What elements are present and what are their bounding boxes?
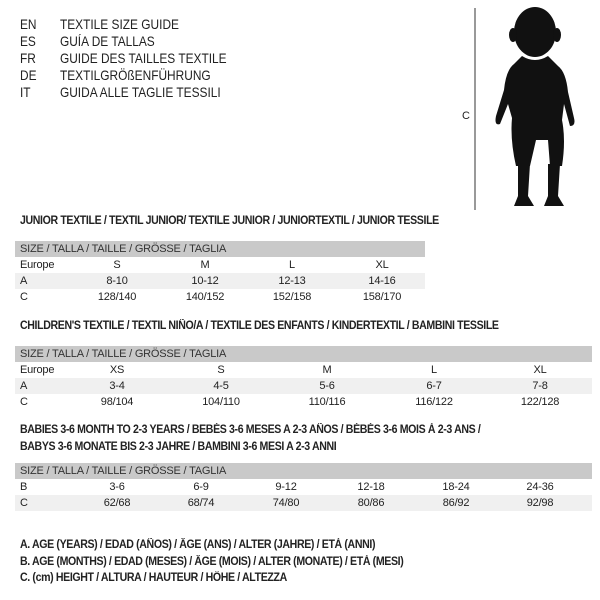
table-row: Europe S M L XL (15, 257, 425, 273)
language-line-de: DE TEXTILGRÖßENFÜHRUNG (20, 67, 211, 83)
row-label: Europe (20, 259, 55, 271)
legend-a: A. AGE (YEARS) / EDAD (AÑOS) / ÂGE (ANS)… (20, 539, 376, 551)
babies-heading-line1: BABIES 3-6 MONTH TO 2-3 YEARS / BEBÉS 3-… (20, 424, 481, 436)
table-row: C 62/68 68/74 74/80 80/86 86/92 92/98 (15, 495, 592, 511)
table-cell: 6-9 (193, 481, 209, 493)
table-cell: 140/152 (185, 291, 225, 303)
table-cell: 5-6 (319, 380, 335, 392)
table-cell: M (200, 259, 210, 271)
row-label: C (20, 497, 28, 509)
table-row: A 8-10 10-12 12-13 14-16 (15, 273, 425, 289)
language-title: GUÍA DE TALLAS (59, 33, 155, 49)
language-code: FR (20, 50, 36, 66)
table-cell: 104/110 (202, 396, 240, 408)
language-line-fr: FR GUIDE DES TAILLES TEXTILE (20, 50, 227, 66)
children-heading: CHILDREN'S TEXTILE / TEXTIL NIÑO/A / TEX… (20, 320, 499, 332)
junior-size-table: SIZE / TALLA / TAILLE / GRÖSSE / TAGLIA E… (15, 241, 425, 305)
table-cell: 10-12 (191, 275, 219, 287)
language-title: GUIDE DES TAILLES TEXTILE (59, 50, 227, 66)
child-height-figure: C (462, 0, 600, 212)
table-cell: XL (375, 259, 389, 271)
table-row: B 3-6 6-9 9-12 12-18 18-24 24-36 (15, 479, 592, 495)
table-header: SIZE / TALLA / TAILLE / GRÖSSE / TAGLIA (15, 241, 425, 257)
language-title: GUIDA ALLE TAGLIE TESSILI (59, 84, 221, 100)
table-cell: 86/92 (442, 497, 470, 509)
table-cell: 128/140 (97, 291, 137, 303)
language-code: IT (20, 84, 31, 100)
table-cell: 158/170 (362, 291, 402, 303)
children-size-table: SIZE / TALLA / TAILLE / GRÖSSE / TAGLIA E… (15, 346, 592, 410)
language-code: EN (20, 16, 37, 32)
babies-size-table: SIZE / TALLA / TAILLE / GRÖSSE / TAGLIA B… (15, 463, 592, 511)
language-line-it: IT GUIDA ALLE TAGLIE TESSILI (20, 84, 221, 100)
table-cell: S (217, 364, 225, 376)
table-cell: 68/74 (187, 497, 215, 509)
row-label: Europe (20, 364, 55, 376)
table-cell: S (113, 259, 121, 271)
table-cell: L (431, 364, 437, 376)
table-cell: 80/86 (357, 497, 385, 509)
table-cell: 116/122 (415, 396, 453, 408)
table-cell: 98/104 (100, 396, 134, 408)
table-cell: XS (109, 364, 125, 376)
height-label: C (462, 110, 470, 122)
language-title: TEXTILGRÖßENFÜHRUNG (59, 67, 211, 83)
table-row: Europe XS S M L XL (15, 362, 592, 378)
table-row: C 98/104 104/110 110/116 116/122 122/128 (15, 394, 592, 410)
row-label: A (20, 380, 28, 392)
language-code: ES (20, 33, 36, 49)
table-cell: M (322, 364, 332, 376)
table-cell: 3-4 (109, 380, 125, 392)
table-header: SIZE / TALLA / TAILLE / GRÖSSE / TAGLIA (15, 463, 592, 479)
language-code: DE (20, 67, 37, 83)
table-cell: 18-24 (442, 481, 470, 493)
row-label: A (20, 275, 28, 287)
language-title: TEXTILE SIZE GUIDE (59, 16, 179, 32)
table-cell: L (289, 259, 295, 271)
row-label: C (20, 396, 28, 408)
child-silhouette-icon: C (462, 7, 575, 210)
table-cell: XL (533, 364, 547, 376)
language-line-es: ES GUÍA DE TALLAS (20, 33, 155, 49)
table-cell: 4-5 (213, 380, 229, 392)
table-cell: 9-12 (275, 481, 297, 493)
table-row: C 128/140 140/152 152/158 158/170 (15, 289, 425, 305)
junior-heading: JUNIOR TEXTILE / TEXTIL JUNIOR/ TEXTILE … (20, 215, 439, 227)
table-row: A 3-4 4-5 5-6 6-7 7-8 (15, 378, 592, 394)
table-cell: 110/116 (308, 396, 346, 408)
table-cell: 3-6 (109, 481, 125, 493)
row-label: C (20, 291, 28, 303)
table-header: SIZE / TALLA / TAILLE / GRÖSSE / TAGLIA (15, 346, 592, 362)
table-cell: 62/68 (103, 497, 131, 509)
table-cell: 24-36 (526, 481, 554, 493)
table-cell: 7-8 (532, 380, 548, 392)
table-cell: 92/98 (526, 497, 554, 509)
table-cell: 6-7 (426, 380, 442, 392)
babies-heading-line2: BABYS 3-6 MONATE BIS 2-3 JAHRE / BAMBINI… (20, 441, 337, 453)
legend-c: C. (cm) HEIGHT / ALTURA / HAUTEUR / HÖHE… (20, 572, 287, 584)
table-cell: 152/158 (272, 291, 312, 303)
table-cell: 12-13 (278, 275, 306, 287)
row-label: B (20, 481, 28, 493)
legend-b: B. AGE (MONTHS) / EDAD (MESES) / ÂGE (MO… (20, 556, 404, 568)
table-cell: 14-16 (368, 275, 396, 287)
table-cell: 12-18 (357, 481, 385, 493)
table-cell: 74/80 (272, 497, 300, 509)
table-cell: 122/128 (520, 396, 560, 408)
table-cell: 8-10 (106, 275, 128, 287)
language-line-en: EN TEXTILE SIZE GUIDE (20, 16, 179, 32)
